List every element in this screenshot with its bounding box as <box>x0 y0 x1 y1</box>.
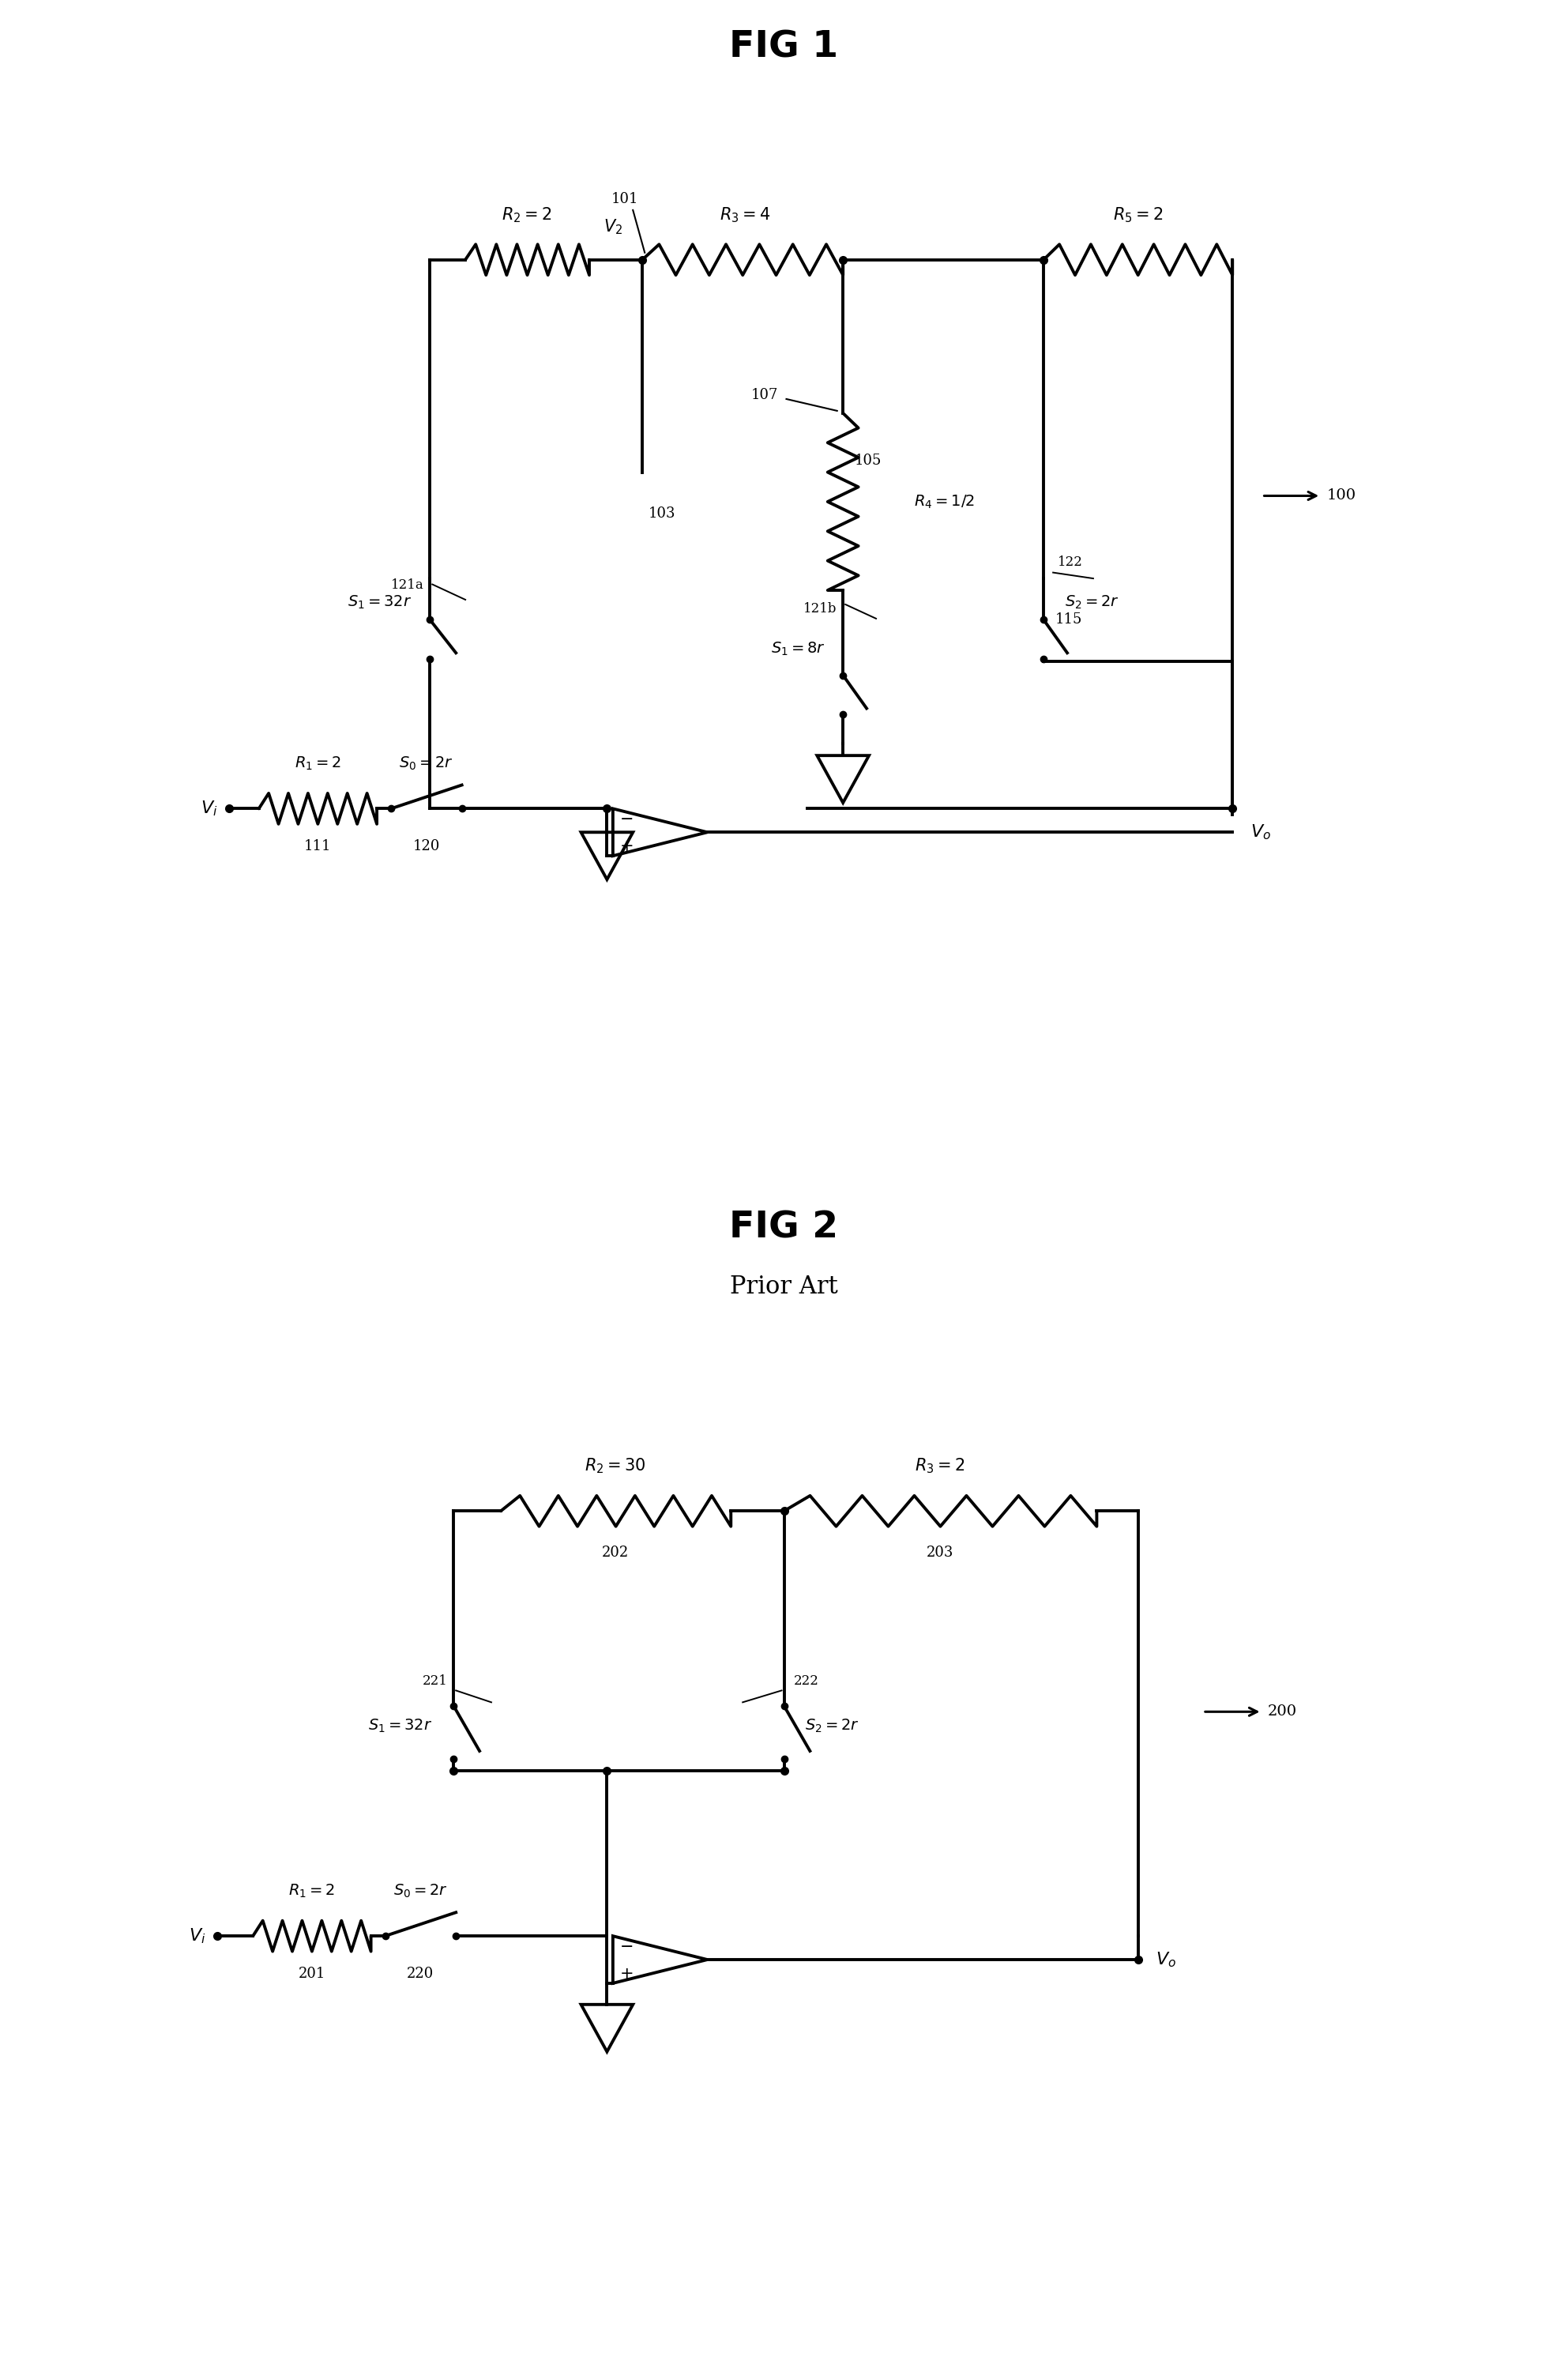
Text: $-$: $-$ <box>619 810 632 826</box>
Text: $S_1=32r$: $S_1=32r$ <box>348 593 412 611</box>
Text: 121a: 121a <box>390 578 423 593</box>
Text: $S_2=2r$: $S_2=2r$ <box>1065 593 1120 611</box>
Text: $V_i$: $V_i$ <box>188 1927 205 1945</box>
Text: 111: 111 <box>304 838 331 855</box>
Text: $V_o$: $V_o$ <box>1156 1950 1176 1969</box>
Text: $R_2=2$: $R_2=2$ <box>502 205 552 224</box>
Text: $R_1=2$: $R_1=2$ <box>289 1882 336 1901</box>
Text: 220: 220 <box>408 1967 434 1981</box>
Text: Prior Art: Prior Art <box>731 1275 837 1299</box>
Text: $V_2$: $V_2$ <box>604 217 622 236</box>
Text: $-$: $-$ <box>619 1938 632 1953</box>
Text: 200: 200 <box>1269 1705 1297 1719</box>
Text: $S_1=8r$: $S_1=8r$ <box>771 640 825 659</box>
Text: 122: 122 <box>1058 555 1083 569</box>
Text: $+$: $+$ <box>619 1967 633 1981</box>
Text: $R_3=2$: $R_3=2$ <box>914 1457 964 1476</box>
Text: $V_i$: $V_i$ <box>201 800 218 817</box>
Text: 202: 202 <box>602 1544 629 1561</box>
Text: 201: 201 <box>298 1967 326 1981</box>
Text: $R_3=4$: $R_3=4$ <box>720 205 770 224</box>
Text: FIG 1: FIG 1 <box>729 28 839 66</box>
Text: $R_2=30$: $R_2=30$ <box>585 1457 646 1476</box>
Text: 107: 107 <box>751 387 778 404</box>
Text: 121b: 121b <box>803 602 837 616</box>
Text: 100: 100 <box>1327 489 1356 503</box>
Text: $V_o$: $V_o$ <box>1250 824 1270 841</box>
Text: $S_0=2r$: $S_0=2r$ <box>394 1882 448 1901</box>
Text: 101: 101 <box>612 191 638 208</box>
Text: 120: 120 <box>412 838 441 855</box>
Text: $S_1=32r$: $S_1=32r$ <box>368 1716 433 1735</box>
Text: 105: 105 <box>855 453 881 467</box>
Text: $S_2=2r$: $S_2=2r$ <box>806 1716 859 1735</box>
Text: 203: 203 <box>927 1544 953 1561</box>
Text: FIG 2: FIG 2 <box>729 1209 839 1247</box>
Text: $R_1=2$: $R_1=2$ <box>295 756 342 772</box>
Text: 103: 103 <box>648 505 676 522</box>
Text: $R_5=2$: $R_5=2$ <box>1113 205 1163 224</box>
Text: $S_0=2r$: $S_0=2r$ <box>400 756 453 772</box>
Text: 222: 222 <box>793 1674 818 1688</box>
Text: $R_4=1/2$: $R_4=1/2$ <box>914 493 975 510</box>
Text: 115: 115 <box>1055 611 1082 628</box>
Text: $+$: $+$ <box>619 838 633 855</box>
Text: 221: 221 <box>422 1674 447 1688</box>
